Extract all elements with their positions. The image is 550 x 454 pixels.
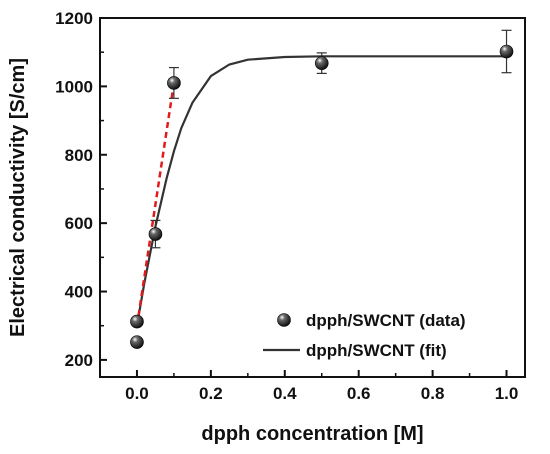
x-axis: 0.0 0.2 0.4 0.6 0.8 1.0 (99, 370, 519, 403)
legend-label-data: dpph/SWCNT (data) (306, 311, 466, 330)
series-layer (130, 29, 514, 349)
data-point (314, 56, 329, 70)
x-axis-title: dpph concentration [M] (201, 423, 423, 445)
dashed-line (135, 82, 176, 326)
data-point (148, 227, 163, 241)
x-tick-label: 0.6 (347, 384, 371, 403)
data-point (130, 314, 144, 329)
y-tick-label: 200 (65, 351, 93, 370)
x-tick-label: 0.4 (273, 384, 297, 403)
legend: dpph/SWCNT (data) dpph/SWCNT (fit) (263, 311, 466, 360)
data-point (167, 76, 181, 90)
x-tick-label: 0.0 (125, 384, 149, 403)
x-tick-label: 1.0 (495, 384, 519, 403)
y-tick-label: 800 (65, 146, 93, 165)
fit-line (135, 55, 507, 326)
legend-marker-data (277, 313, 291, 327)
y-tick-label: 600 (65, 214, 93, 233)
data-point (130, 335, 144, 349)
x-tick-label: 0.8 (421, 384, 445, 403)
y-tick-label: 1200 (55, 9, 93, 28)
plot-border (99, 17, 526, 378)
legend-label-fit: dpph/SWCNT (fit) (306, 341, 447, 360)
y-tick-label: 1000 (55, 77, 93, 96)
y-tick-label: 400 (65, 283, 93, 302)
y-axis: 200 400 600 800 1000 1200 (55, 9, 107, 370)
y-axis-title: Electrical conductivity [S/cm] (7, 58, 29, 337)
data-point (499, 44, 514, 59)
plot-frame (99, 17, 526, 378)
x-tick-label: 0.2 (199, 384, 223, 403)
